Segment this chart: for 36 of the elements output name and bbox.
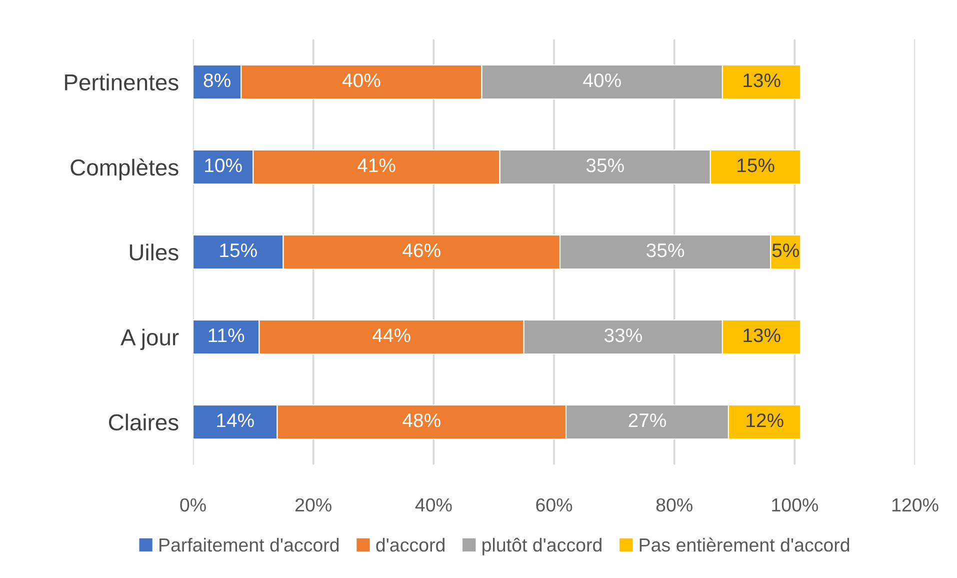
data-label: 13% <box>744 73 780 88</box>
data-label: 41% <box>357 158 396 172</box>
data-label: 12% <box>746 413 784 428</box>
legend-label: Pas entièrement d'accord <box>640 538 850 552</box>
data-label: 46% <box>402 243 440 258</box>
legend-label: plutôt d'accord <box>482 538 602 556</box>
data-label: 44% <box>372 328 410 342</box>
x-tick-label: 60% <box>536 498 572 512</box>
y-tick-label: Uiles <box>130 244 178 261</box>
data-label: 35% <box>586 158 624 172</box>
data-label: 8% <box>204 73 230 88</box>
data-label: 15% <box>738 158 774 172</box>
x-tick-label: 20% <box>296 498 332 512</box>
y-tick-label: A jour <box>120 328 179 350</box>
data-label: 14% <box>217 414 254 428</box>
data-label: 35% <box>646 243 684 258</box>
data-label: 5% <box>772 244 799 258</box>
x-tick-label: 80% <box>656 498 692 512</box>
data-label: 48% <box>402 413 440 428</box>
data-label: 27% <box>628 413 666 428</box>
data-label: 11% <box>208 328 244 342</box>
data-label: 40% <box>583 73 621 88</box>
y-tick-label: Complètes <box>70 158 178 180</box>
data-label: 40% <box>342 73 380 88</box>
y-tick-label: Pertinentes <box>65 74 178 91</box>
x-tick-label: 40% <box>415 498 452 512</box>
data-label: 33% <box>604 328 642 342</box>
x-tick-label: 120% <box>892 498 938 512</box>
legend-label: d'accord <box>376 538 444 552</box>
data-label: 15% <box>220 244 257 258</box>
x-tick-label: 100% <box>772 498 818 512</box>
data-label: 13% <box>744 328 780 342</box>
x-tick-label: 0% <box>180 498 206 512</box>
y-tick-label: Claires <box>108 414 178 431</box>
data-label: 10% <box>205 158 242 172</box>
legend-label: Parfaitement d'accord <box>160 538 339 552</box>
